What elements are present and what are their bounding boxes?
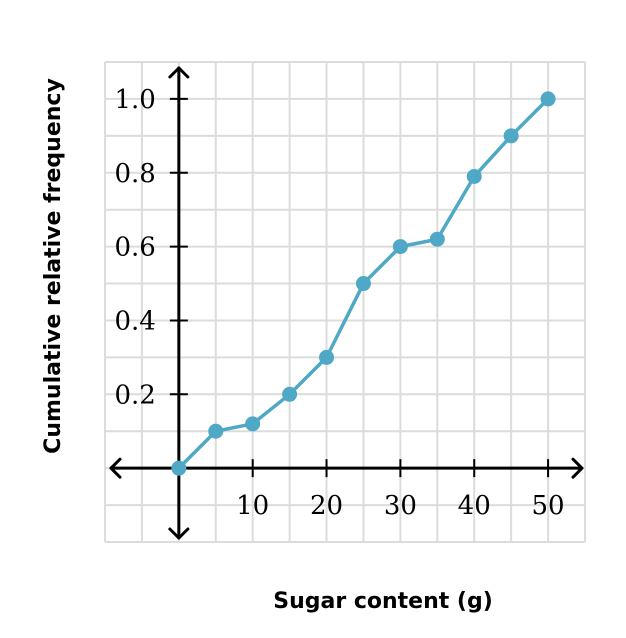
data-point bbox=[282, 386, 298, 402]
data-point bbox=[392, 239, 408, 255]
y-tick-label: 0.6 bbox=[114, 233, 155, 263]
data-point bbox=[208, 423, 224, 439]
x-tick-label: 40 bbox=[458, 491, 491, 521]
data-point bbox=[319, 349, 335, 365]
data-point bbox=[245, 416, 261, 432]
y-axis-arrow-up bbox=[168, 66, 190, 79]
y-tick-label: 0.2 bbox=[114, 380, 155, 410]
y-axis-arrow-down bbox=[168, 527, 190, 540]
x-tick-label: 20 bbox=[310, 491, 343, 521]
data-point bbox=[503, 128, 519, 144]
x-tick-label: 10 bbox=[236, 491, 269, 521]
x-axis-arrow-right bbox=[571, 457, 584, 479]
x-axis-arrow-left bbox=[109, 457, 122, 479]
plot-area bbox=[171, 91, 556, 476]
y-axis-title: Cumulative relative frequency bbox=[41, 78, 66, 454]
x-tick-label: 50 bbox=[532, 491, 565, 521]
axes bbox=[109, 66, 584, 540]
x-axis-title: Sugar content (g) bbox=[273, 589, 493, 614]
data-point bbox=[540, 91, 556, 107]
x-tick-label: 30 bbox=[384, 491, 417, 521]
data-point bbox=[429, 231, 445, 247]
y-tick-label: 1.0 bbox=[114, 85, 155, 115]
data-point bbox=[466, 168, 482, 184]
data-point bbox=[171, 460, 187, 476]
y-tick-label: 0.4 bbox=[114, 306, 155, 336]
data-point bbox=[355, 276, 371, 292]
ticks: 10 20 30 40 50 0.2 0.4 0.6 0.8 1.0 bbox=[114, 85, 564, 521]
y-tick-label: 0.8 bbox=[114, 159, 155, 189]
